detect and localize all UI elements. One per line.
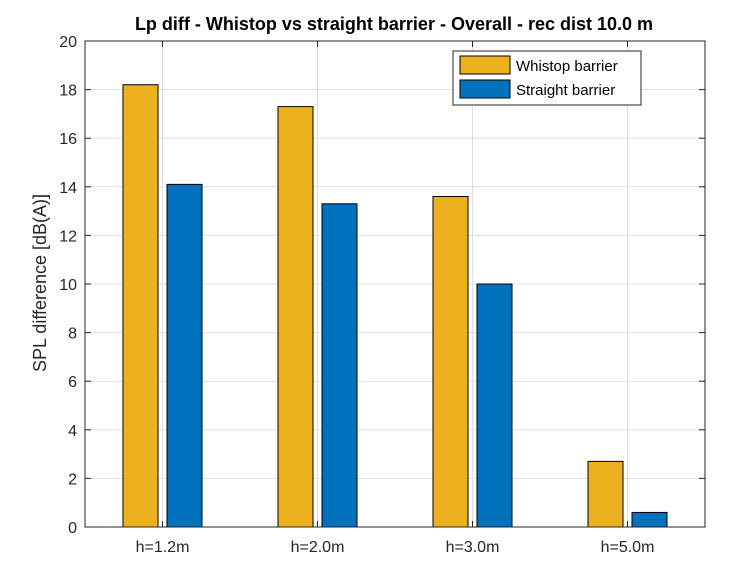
y-tick-label: 8 — [68, 326, 77, 343]
legend-swatch — [459, 55, 511, 75]
plot-area: 0 2 4 6 8 10 12 14 16 18 20 h=1.2m h=2.0m h=3.0m h=5.0… — [59, 34, 706, 556]
x-tick-label: h=3.0m — [446, 539, 500, 556]
bar-straight — [631, 511, 668, 528]
legend-label: Straight barrier — [516, 82, 615, 99]
y-axis-label: SPL difference [dB(A)] — [30, 194, 50, 372]
legend-label: Whistop barrier — [516, 58, 618, 75]
y-tick-label: 20 — [59, 34, 77, 51]
bar-whistop — [587, 460, 624, 528]
x-tick-label: h=2.0m — [291, 539, 345, 556]
legend-swatch — [459, 79, 511, 99]
x-tick-label: h=1.2m — [136, 539, 190, 556]
y-tick-label: 16 — [59, 131, 77, 148]
y-tick-label: 2 — [68, 471, 77, 488]
y-tick-label: 18 — [59, 83, 77, 100]
chart-title: Lp diff - Whistop vs straight barrier - … — [135, 14, 653, 34]
bar-straight — [476, 283, 513, 528]
bar-whistop — [432, 196, 469, 528]
y-tick-label: 6 — [68, 374, 77, 391]
bar-straight — [321, 203, 358, 528]
bar-whistop — [122, 84, 159, 528]
y-tick-label: 0 — [68, 520, 77, 537]
x-tick-label: h=5.0m — [601, 539, 655, 556]
legend: Whistop barrier Straight barrier — [452, 50, 642, 106]
y-tick-label: 14 — [59, 180, 77, 197]
bar-whistop — [277, 106, 314, 528]
y-tick-label: 10 — [59, 277, 77, 294]
y-tick-label: 12 — [59, 228, 77, 245]
bar-straight — [166, 183, 203, 528]
y-tick-label: 4 — [68, 423, 77, 440]
